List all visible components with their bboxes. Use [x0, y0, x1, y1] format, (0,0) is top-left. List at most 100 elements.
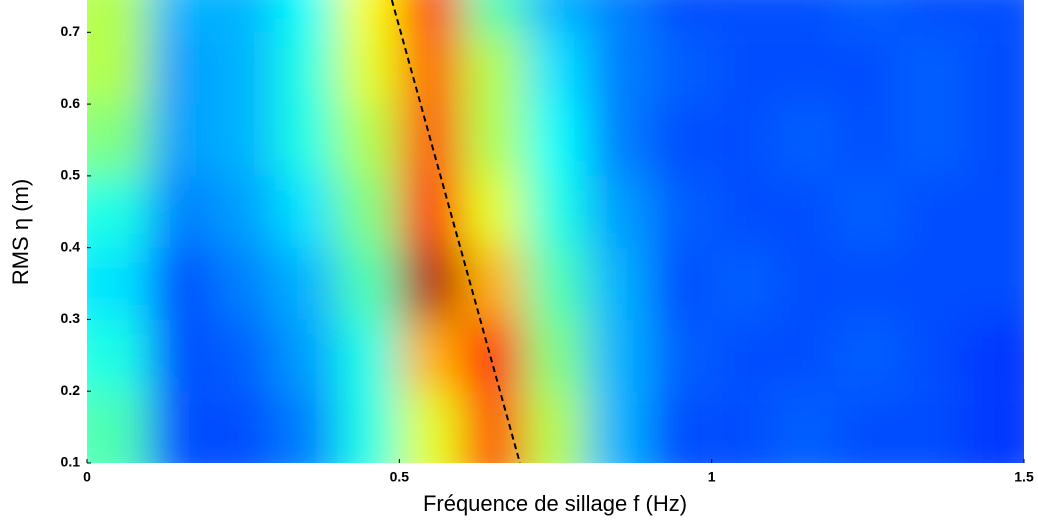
- x-axis-label: Fréquence de sillage f (Hz): [423, 491, 687, 516]
- heatmap-cell: [711, 0, 775, 33]
- heatmap-cell: [211, 104, 275, 176]
- heatmap-cell: [274, 32, 337, 105]
- heatmap-cell: [649, 104, 712, 176]
- heatmap-cell: [836, 319, 900, 392]
- y-tick-label: 0.1: [61, 454, 81, 470]
- heatmap-cell: [461, 391, 525, 463]
- heatmap-cell: [649, 0, 712, 33]
- heatmap-cell: [899, 32, 962, 105]
- heatmap-cell: [211, 0, 275, 33]
- x-tick-label: 1.5: [1014, 469, 1034, 485]
- x-tick-label: 0.5: [390, 469, 410, 485]
- heatmap-cell: [87, 175, 150, 248]
- heatmap-cell: [586, 0, 650, 33]
- heatmap-cell: [149, 32, 212, 105]
- heatmap-cell: [274, 175, 337, 248]
- heatmap-cell: [87, 104, 150, 176]
- heatmap-cell: [211, 247, 275, 320]
- heatmap-cell: [774, 175, 837, 248]
- y-tick-label: 0.4: [61, 238, 81, 254]
- heatmap-cell: [961, 175, 1024, 248]
- x-tick-label: 1: [708, 469, 716, 485]
- heatmap-cell: [149, 247, 212, 320]
- heatmap-cell: [899, 391, 962, 463]
- heatmap-cell: [899, 247, 962, 320]
- y-tick-label: 0.6: [61, 95, 81, 111]
- heatmap-cell: [87, 247, 150, 320]
- y-tick-label: 0.7: [61, 23, 81, 39]
- heatmap: [87, 0, 1024, 463]
- heatmap-cell: [211, 32, 275, 105]
- heatmap-cell: [336, 319, 400, 392]
- heatmap-cell: [336, 175, 400, 248]
- heatmap-cell: [649, 175, 712, 248]
- heatmap-cell: [961, 32, 1024, 105]
- heatmap-cell: [336, 0, 400, 33]
- heatmap-cell: [711, 175, 775, 248]
- heatmap-cell: [711, 319, 775, 392]
- heatmap-cell: [211, 391, 275, 463]
- heatmap-cell: [87, 32, 150, 105]
- heatmap-cell: [586, 175, 650, 248]
- heatmap-cell: [711, 391, 775, 463]
- heatmap-cell: [711, 104, 775, 176]
- heatmap-cell: [586, 104, 650, 176]
- heatmap-cell: [649, 32, 712, 105]
- heatmap-cell: [149, 175, 212, 248]
- heatmap-cell: [399, 319, 462, 392]
- heatmap-cell: [524, 0, 587, 33]
- heatmap-cell: [836, 32, 900, 105]
- heatmap-cell: [524, 247, 587, 320]
- heatmap-cell: [461, 247, 525, 320]
- heatmap-cell: [586, 32, 650, 105]
- heatmap-cell: [274, 391, 337, 463]
- heatmap-cell: [836, 247, 900, 320]
- y-tick-label: 0.2: [61, 382, 81, 398]
- heatmap-cell: [899, 104, 962, 176]
- heatmap-cell: [899, 0, 962, 33]
- heatmap-cell: [524, 319, 587, 392]
- heatmap-cell: [711, 247, 775, 320]
- heatmap-cell: [836, 0, 900, 33]
- heatmap-cell: [524, 175, 587, 248]
- heatmap-cell: [899, 175, 962, 248]
- heatmap-cell: [836, 175, 900, 248]
- heatmap-cell: [961, 319, 1024, 392]
- heatmap-cell: [461, 319, 525, 392]
- heatmap-cell: [336, 391, 400, 463]
- heatmap-cell: [461, 32, 525, 105]
- heatmap-cell: [399, 391, 462, 463]
- heatmap-cell: [461, 175, 525, 248]
- heatmap-cell: [336, 247, 400, 320]
- heatmap-cell: [774, 0, 837, 33]
- heatmap-cell: [586, 319, 650, 392]
- plot-area: [87, 0, 1024, 463]
- y-axis-label: RMS η (m): [8, 179, 33, 285]
- heatmap-cell: [961, 391, 1024, 463]
- heatmap-cell: [774, 319, 837, 392]
- x-tick-label: 0: [83, 469, 91, 485]
- heatmap-cell: [399, 175, 462, 248]
- heatmap-cell: [211, 319, 275, 392]
- heatmap-cell: [399, 32, 462, 105]
- heatmap-cell: [461, 0, 525, 33]
- heatmap-cell: [586, 391, 650, 463]
- heatmap-cell: [149, 391, 212, 463]
- heatmap-cell: [899, 319, 962, 392]
- heatmap-cell: [836, 104, 900, 176]
- heatmap-cell: [586, 247, 650, 320]
- heatmap-cell: [274, 104, 337, 176]
- heatmap-cell: [336, 104, 400, 176]
- heatmap-cell: [711, 32, 775, 105]
- heatmap-cell: [774, 391, 837, 463]
- heatmap-cell: [524, 391, 587, 463]
- y-tick-label: 0.5: [61, 167, 81, 183]
- heatmap-cell: [649, 319, 712, 392]
- heatmap-cell: [87, 319, 150, 392]
- heatmap-cell: [274, 247, 337, 320]
- heatmap-cell: [274, 319, 337, 392]
- heatmap-cell: [774, 104, 837, 176]
- heatmap-cell: [836, 391, 900, 463]
